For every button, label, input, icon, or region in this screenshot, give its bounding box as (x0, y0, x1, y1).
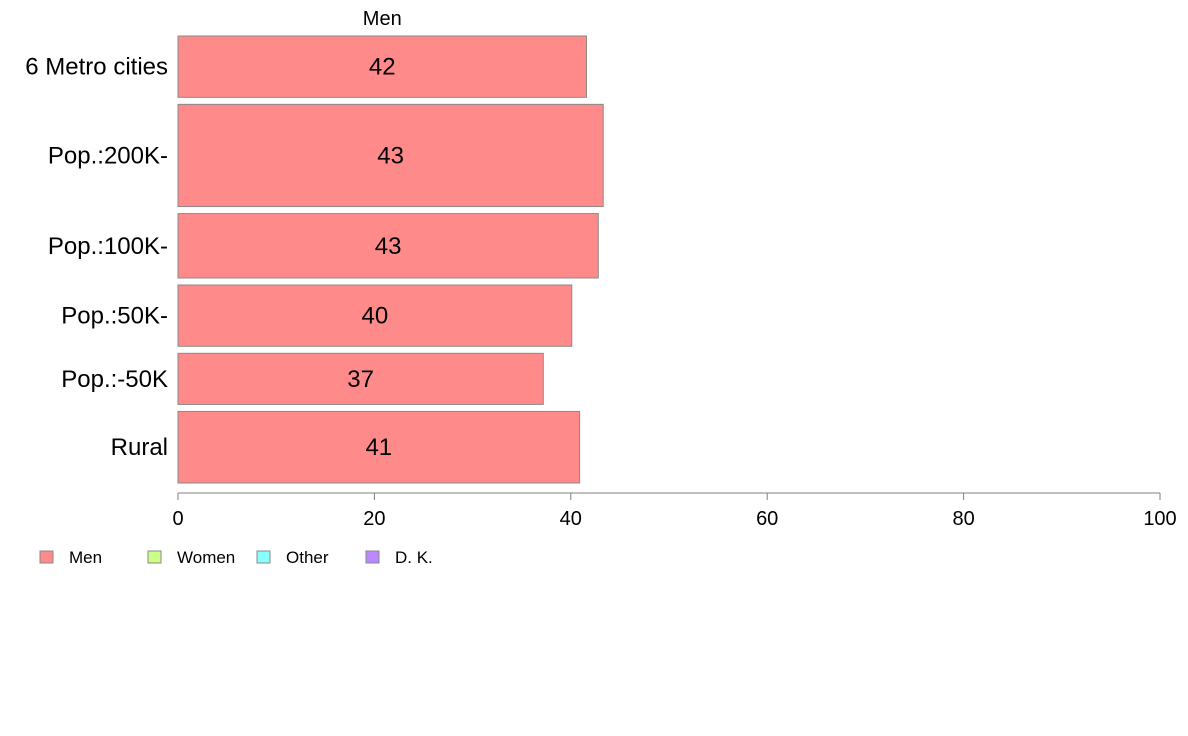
bar-value-label: 41 (365, 434, 392, 461)
x-tick-label: 40 (560, 508, 582, 530)
category-label: Rural (111, 434, 168, 461)
bar-value-label: 42 (369, 54, 396, 81)
bar-men-1 (177, 103, 604, 208)
bar-men-5 (177, 410, 581, 484)
top-label: Men (363, 8, 402, 30)
category-labels: 6 Metro cities Pop.:200K- Pop.:100K- Pop.:5… (25, 54, 168, 462)
category-label: Pop.:100K- (48, 233, 168, 260)
bars-layer: 42 43 43 40 37 41 (177, 35, 604, 484)
legend-swatch (365, 550, 380, 564)
bar-value-label: 37 (347, 366, 374, 393)
x-tick-label: 100 (1143, 508, 1176, 530)
category-label: Pop.:200K- (48, 142, 168, 169)
bar-value-label: 40 (362, 303, 389, 330)
legend-swatch (256, 550, 271, 564)
x-tick-label: 60 (756, 508, 778, 530)
category-label: Pop.:-50K (61, 366, 168, 393)
x-axis: 0 20 40 60 80 100 (172, 492, 1177, 530)
bar-value-label: 43 (375, 233, 402, 260)
bar-men-3 (177, 284, 573, 347)
legend-label: Men (69, 548, 102, 567)
legend-swatch (39, 550, 54, 564)
bar-value-label: 43 (377, 142, 404, 169)
legend-label: D. K. (395, 548, 433, 567)
x-tick-label: 20 (363, 508, 385, 530)
legend: Men Women Other D. K. (39, 548, 433, 567)
category-label: Pop.:50K- (61, 303, 168, 330)
x-tick-label: 0 (172, 508, 183, 530)
legend-label: Women (177, 548, 235, 567)
legend-label: Other (286, 548, 329, 567)
category-label: 6 Metro cities (25, 54, 168, 81)
bar-men-0 (177, 35, 588, 98)
x-tick-label: 80 (952, 508, 974, 530)
bar-men-4 (177, 352, 544, 405)
bar-men-2 (177, 213, 599, 279)
legend-swatch (147, 550, 162, 564)
